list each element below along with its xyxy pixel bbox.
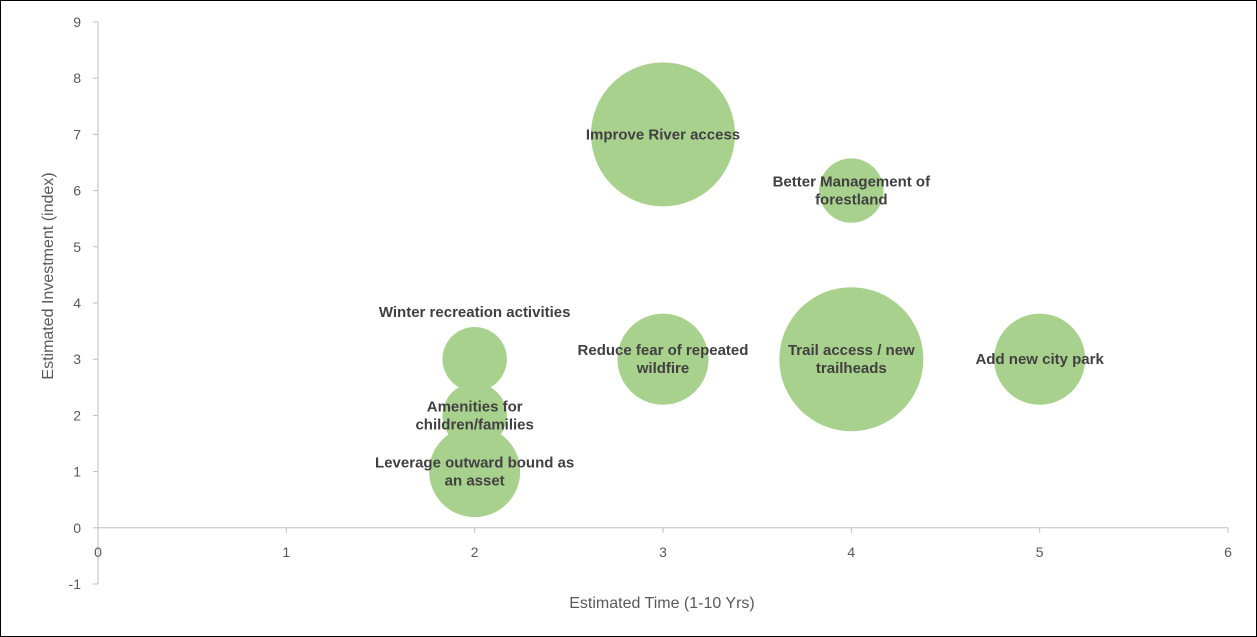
bubble-label-line: Leverage outward bound as xyxy=(375,455,574,472)
x-tick-label: 3 xyxy=(659,544,667,560)
bubble-data-label: Amenities for children/families xyxy=(415,398,533,433)
bubble-label-line: children/families xyxy=(415,416,533,433)
y-tick-label: 1 xyxy=(73,464,81,480)
bubble-label-line: forestland xyxy=(815,192,888,209)
y-tick-label: 7 xyxy=(73,126,81,142)
x-tick-label: 4 xyxy=(847,544,855,560)
bubble-data-label: Add new city park xyxy=(975,351,1104,368)
y-tick-label: 6 xyxy=(73,183,81,199)
y-axis-title: Estimated Investment (index) xyxy=(40,172,57,379)
bubble-label-line: Trail access / new xyxy=(788,342,915,359)
y-tick-label: 8 xyxy=(73,70,81,86)
y-tick-label: 5 xyxy=(73,239,81,255)
bubble-point xyxy=(617,313,709,405)
y-tick-label: 9 xyxy=(73,14,81,30)
bubble-label-line: Add new city park xyxy=(975,351,1104,368)
bubble-label-line: Winter recreation activities xyxy=(379,304,571,321)
y-tick-label: -1 xyxy=(69,576,82,592)
bubble-data-label: Winter recreation activities xyxy=(379,304,571,321)
y-tick-label: 4 xyxy=(73,295,81,311)
bubble-point xyxy=(779,287,924,432)
y-tick-label: 0 xyxy=(73,520,81,536)
bubble-series xyxy=(429,62,1086,518)
x-tick-label: 5 xyxy=(1036,544,1044,560)
bubble-data-label: Improve River access xyxy=(586,126,740,143)
bubble-data-label: Trail access / new trailheads xyxy=(788,342,915,377)
x-tick-label: 6 xyxy=(1224,544,1232,560)
x-tick-label: 2 xyxy=(471,544,479,560)
bubble-labels: Improve River access Better Management of… xyxy=(375,126,1104,489)
bubble-label-line: wildfire xyxy=(636,360,690,377)
bubble-point xyxy=(591,62,735,207)
bubble-label-line: Improve River access xyxy=(586,126,740,143)
bubble-label-line: an asset xyxy=(445,473,505,490)
bubble-point xyxy=(429,426,521,518)
y-tick-label: 3 xyxy=(73,351,81,367)
bubble-point xyxy=(442,327,507,392)
bubble-data-label: Better Management of forestland xyxy=(773,174,932,209)
axes: 0 1 2 3 4 5 6 -1 0 1 2 3 4 5 6 7 8 9 xyxy=(69,14,1233,592)
bubble-data-label: Reduce fear of repeated wildfire xyxy=(578,342,749,377)
bubble-data-label: Leverage outward bound as an asset xyxy=(375,455,574,490)
bubble-label-line: trailheads xyxy=(816,360,887,377)
x-tick-label: 0 xyxy=(94,544,102,560)
bubble-label-line: Amenities for xyxy=(427,398,523,415)
bubble-point xyxy=(819,158,884,223)
x-axis-title: Estimated Time (1-10 Yrs) xyxy=(569,595,755,612)
y-tick-label: 2 xyxy=(73,407,81,423)
x-tick-label: 1 xyxy=(282,544,290,560)
bubble-label-line: Reduce fear of repeated xyxy=(578,342,749,359)
bubble-label-line: Better Management of xyxy=(773,174,932,191)
bubble-point xyxy=(994,313,1086,405)
